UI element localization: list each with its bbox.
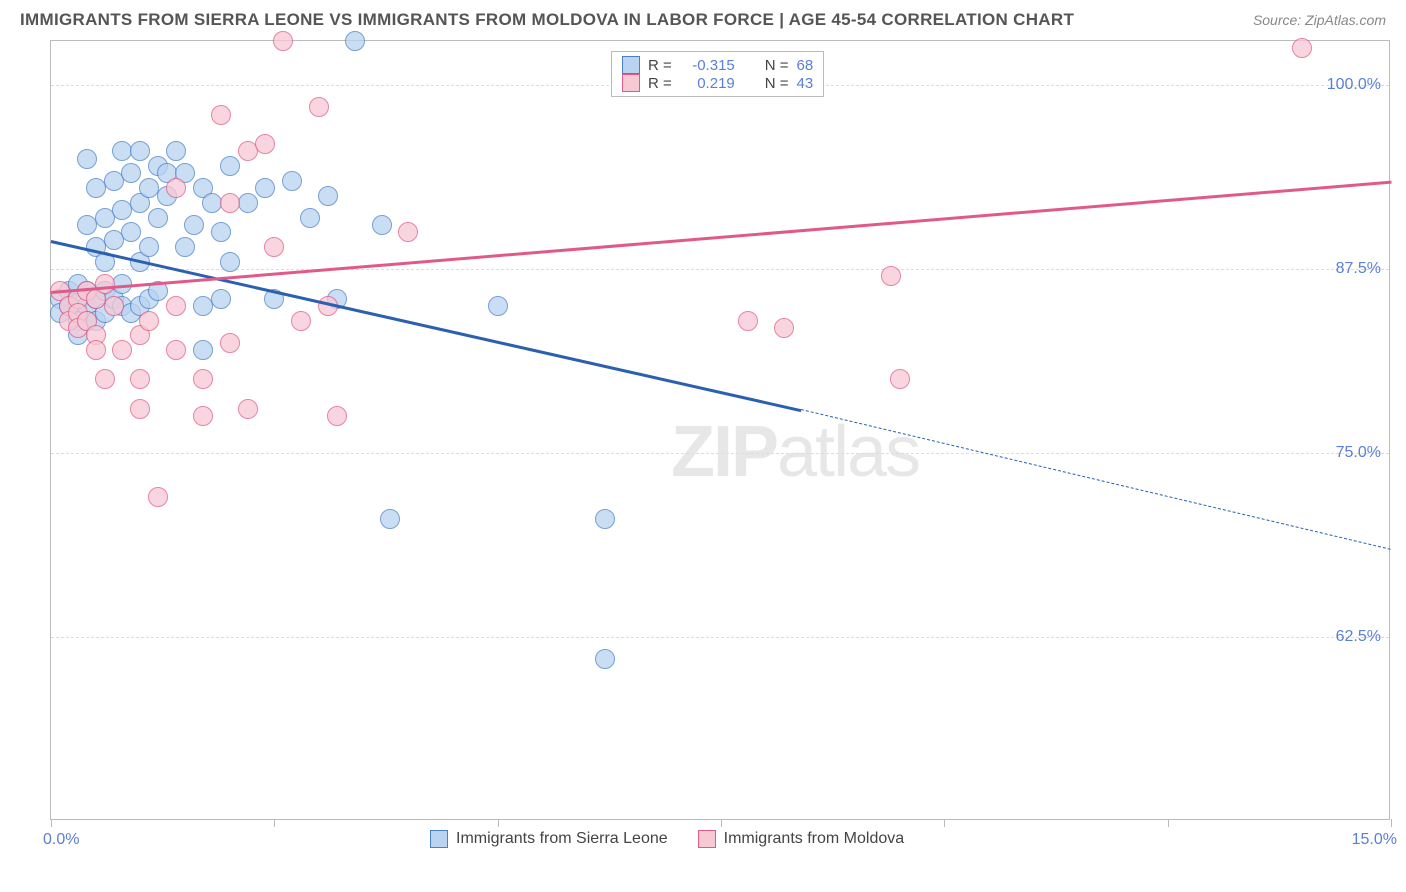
scatter-point-sierra_leone xyxy=(255,178,275,198)
scatter-point-moldova xyxy=(148,487,168,507)
legend-correlation: R =-0.315N =68R =0.219N =43 xyxy=(611,51,824,97)
scatter-point-moldova xyxy=(1292,38,1312,58)
scatter-point-moldova xyxy=(166,296,186,316)
scatter-point-moldova xyxy=(95,274,115,294)
legend-swatch xyxy=(622,56,640,74)
scatter-point-sierra_leone xyxy=(220,156,240,176)
scatter-point-sierra_leone xyxy=(148,208,168,228)
source-label: Source: ZipAtlas.com xyxy=(1253,12,1386,28)
legend-label: Immigrants from Moldova xyxy=(724,830,905,848)
y-tick-label: 62.5% xyxy=(1336,628,1381,646)
scatter-point-moldova xyxy=(238,399,258,419)
legend-series: Immigrants from Sierra Leone Immigrants f… xyxy=(430,830,904,848)
y-tick-label: 87.5% xyxy=(1336,260,1381,278)
scatter-point-sierra_leone xyxy=(211,222,231,242)
y-tick-label: 75.0% xyxy=(1336,444,1381,462)
scatter-point-moldova xyxy=(291,311,311,331)
scatter-point-moldova xyxy=(193,369,213,389)
scatter-point-sierra_leone xyxy=(193,340,213,360)
scatter-point-moldova xyxy=(193,406,213,426)
scatter-point-sierra_leone xyxy=(139,237,159,257)
scatter-point-moldova xyxy=(130,369,150,389)
scatter-point-sierra_leone xyxy=(300,208,320,228)
gridline xyxy=(51,637,1389,638)
x-tick-label: 0.0% xyxy=(43,831,79,849)
x-tick xyxy=(721,819,722,827)
scatter-point-sierra_leone xyxy=(121,222,141,242)
scatter-point-moldova xyxy=(220,333,240,353)
legend-swatch xyxy=(698,830,716,848)
scatter-point-sierra_leone xyxy=(372,215,392,235)
x-tick xyxy=(1391,819,1392,827)
trend-line xyxy=(801,409,1391,550)
scatter-point-sierra_leone xyxy=(184,215,204,235)
scatter-point-moldova xyxy=(220,193,240,213)
scatter-point-sierra_leone xyxy=(166,141,186,161)
scatter-point-sierra_leone xyxy=(121,163,141,183)
scatter-point-sierra_leone xyxy=(282,171,302,191)
watermark: ZIPatlas xyxy=(671,411,919,493)
scatter-point-sierra_leone xyxy=(220,252,240,272)
y-tick-label: 100.0% xyxy=(1327,76,1381,94)
scatter-point-moldova xyxy=(104,296,124,316)
scatter-point-moldova xyxy=(166,178,186,198)
x-tick xyxy=(498,819,499,827)
scatter-point-moldova xyxy=(273,31,293,51)
scatter-point-sierra_leone xyxy=(488,296,508,316)
legend-label: Immigrants from Sierra Leone xyxy=(456,830,668,848)
scatter-point-sierra_leone xyxy=(345,31,365,51)
scatter-point-moldova xyxy=(890,369,910,389)
x-tick xyxy=(944,819,945,827)
chart-title: IMMIGRANTS FROM SIERRA LEONE VS IMMIGRAN… xyxy=(20,10,1074,30)
scatter-point-moldova xyxy=(95,369,115,389)
scatter-point-moldova xyxy=(264,237,284,257)
scatter-point-moldova xyxy=(139,311,159,331)
scatter-point-moldova xyxy=(130,399,150,419)
scatter-point-moldova xyxy=(211,105,231,125)
x-tick xyxy=(51,819,52,827)
legend-swatch xyxy=(430,830,448,848)
plot-area: ZIPatlas 62.5%75.0%87.5%100.0%0.0%15.0%R… xyxy=(50,40,1390,820)
scatter-point-moldova xyxy=(86,340,106,360)
x-tick xyxy=(1168,819,1169,827)
scatter-point-sierra_leone xyxy=(238,193,258,213)
scatter-point-sierra_leone xyxy=(77,149,97,169)
scatter-point-moldova xyxy=(309,97,329,117)
scatter-point-moldova xyxy=(774,318,794,338)
scatter-point-sierra_leone xyxy=(595,649,615,669)
scatter-point-sierra_leone xyxy=(175,237,195,257)
scatter-point-moldova xyxy=(398,222,418,242)
x-tick-label: 15.0% xyxy=(1352,831,1397,849)
scatter-point-moldova xyxy=(738,311,758,331)
scatter-point-sierra_leone xyxy=(318,186,338,206)
gridline xyxy=(51,269,1389,270)
scatter-point-moldova xyxy=(255,134,275,154)
scatter-point-moldova xyxy=(327,406,347,426)
scatter-point-sierra_leone xyxy=(211,289,231,309)
scatter-point-moldova xyxy=(881,266,901,286)
gridline xyxy=(51,453,1389,454)
scatter-point-moldova xyxy=(166,340,186,360)
legend-swatch xyxy=(622,74,640,92)
x-tick xyxy=(274,819,275,827)
trend-line xyxy=(51,240,802,412)
scatter-point-moldova xyxy=(112,340,132,360)
scatter-point-sierra_leone xyxy=(380,509,400,529)
scatter-point-sierra_leone xyxy=(130,141,150,161)
scatter-point-sierra_leone xyxy=(595,509,615,529)
